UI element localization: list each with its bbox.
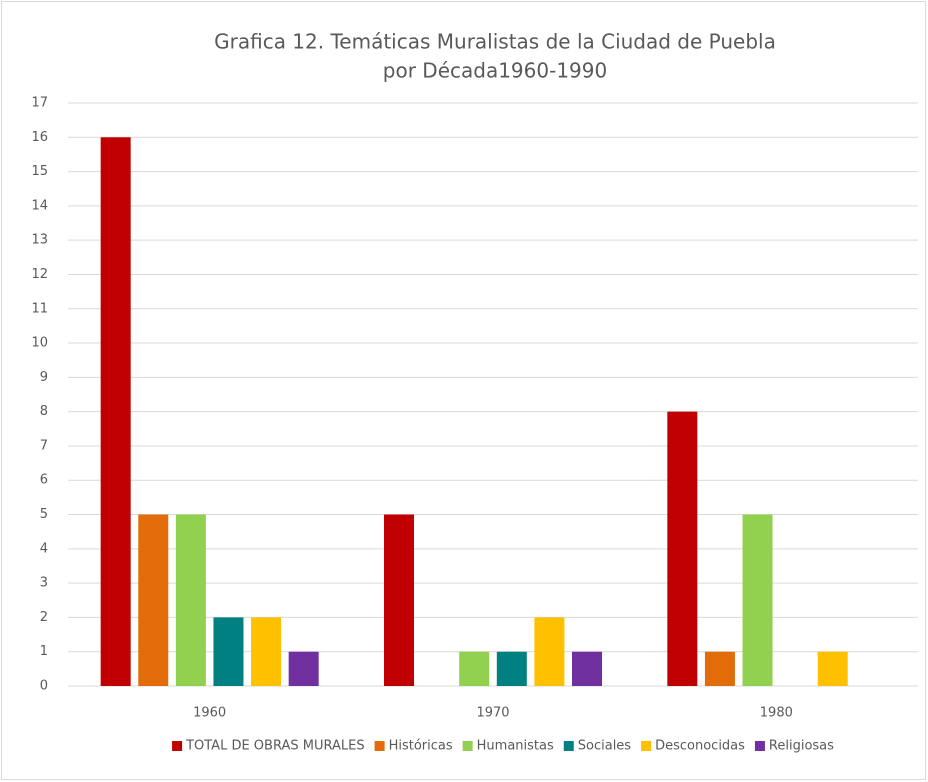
y-tick-label: 12 [31,267,48,282]
bar [459,651,490,686]
bar [667,411,698,686]
bar [288,651,319,686]
y-tick-label: 10 [31,336,48,351]
bar [251,617,282,686]
chart-title: Grafica 12. Temáticas Muralistas de la C… [214,30,776,54]
y-tick-label: 5 [40,507,48,522]
legend-label: Humanistas [477,739,554,754]
bar [704,651,735,686]
bar [175,514,206,686]
y-tick-label: 14 [31,198,48,213]
legend-swatch [641,741,652,751]
y-tick-label: 11 [31,301,48,316]
y-tick-label: 2 [40,610,48,625]
x-tick-label: 1970 [476,706,509,721]
legend-label: TOTAL DE OBRAS MURALES [185,739,365,754]
legend-swatch [374,741,385,751]
y-tick-label: 17 [31,96,48,111]
x-tick-label: 1960 [193,706,226,721]
bar [100,137,131,686]
legend-label: Religiosas [769,739,834,754]
legend-label: Desconocidas [655,739,745,754]
legend-swatch [754,741,765,751]
bar [742,514,773,686]
y-tick-label: 7 [40,438,48,453]
y-tick-label: 1 [40,644,48,659]
legend-swatch [462,741,473,751]
bar [572,651,602,686]
y-tick-label: 16 [31,130,48,145]
y-tick-label: 4 [40,541,48,556]
y-tick-label: 0 [40,679,48,694]
y-tick-label: 8 [40,404,48,419]
bar [384,514,414,686]
y-tick-label: 9 [40,370,48,385]
legend-label: Sociales [578,739,632,754]
legend-label: Históricas [389,739,453,754]
bar [213,617,244,686]
bar [496,651,527,686]
y-tick-label: 15 [31,164,48,179]
y-tick-label: 6 [40,473,48,488]
bar [534,617,565,686]
y-tick-label: 13 [31,233,48,248]
x-tick-label: 1980 [760,706,793,721]
y-tick-label: 3 [40,576,48,591]
legend-swatch [563,741,574,751]
bar [817,651,848,686]
bar [138,514,169,686]
chart-title: por Década1960-1990 [383,59,607,83]
legend-swatch [172,741,183,751]
